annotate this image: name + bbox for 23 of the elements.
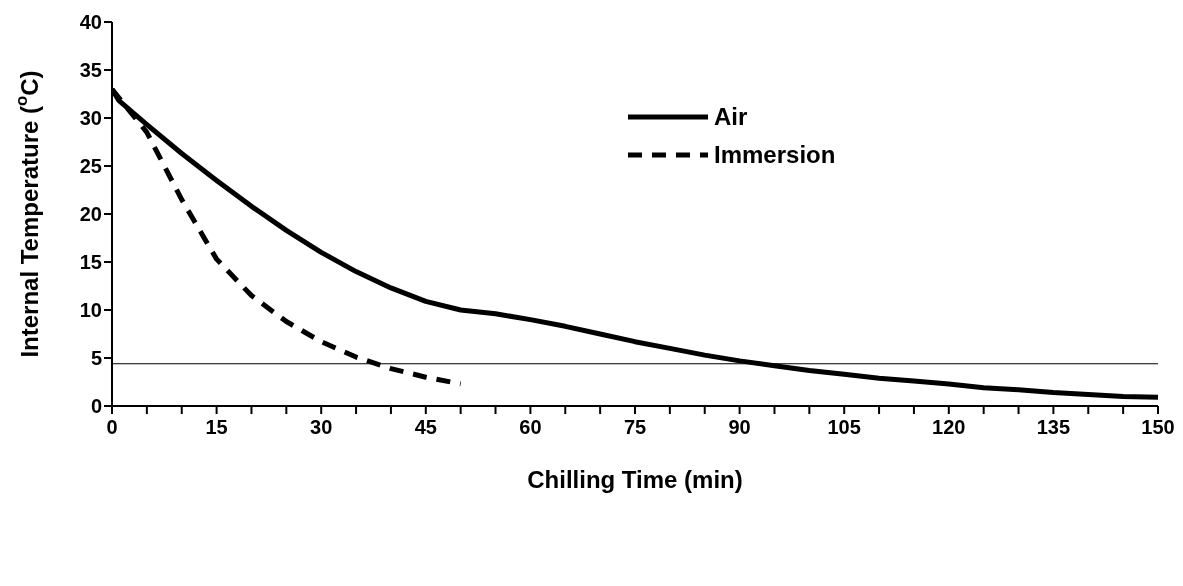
- y-tick-label: 15: [79, 251, 102, 274]
- x-tick-label: 105: [827, 416, 861, 439]
- y-tick-label: 10: [79, 299, 102, 322]
- x-tick-label: 60: [519, 416, 542, 439]
- y-tick-label: 20: [79, 203, 102, 226]
- x-tick-label: 135: [1036, 416, 1071, 439]
- x-tick-label: 150: [1141, 416, 1175, 439]
- y-tick-label: 35: [79, 59, 102, 82]
- y-tick-label: 25: [79, 155, 102, 178]
- y-tick-label: 0: [90, 395, 102, 418]
- y-tick-label: 30: [79, 107, 102, 130]
- x-tick-label: 120: [932, 416, 966, 439]
- x-axis-title: Chilling Time (min): [527, 466, 743, 493]
- x-tick-label: 75: [623, 416, 647, 439]
- y-tick-label: 40: [79, 11, 102, 34]
- x-tick-label: 90: [728, 416, 751, 439]
- legend-label: Immersion: [714, 141, 836, 169]
- x-tick-label: 30: [310, 416, 333, 439]
- x-tick-label: 0: [106, 416, 118, 439]
- y-tick-label: 5: [90, 347, 102, 370]
- x-tick-label: 45: [414, 416, 437, 439]
- x-tick-label: 15: [205, 416, 228, 439]
- legend-label: Air: [714, 103, 748, 131]
